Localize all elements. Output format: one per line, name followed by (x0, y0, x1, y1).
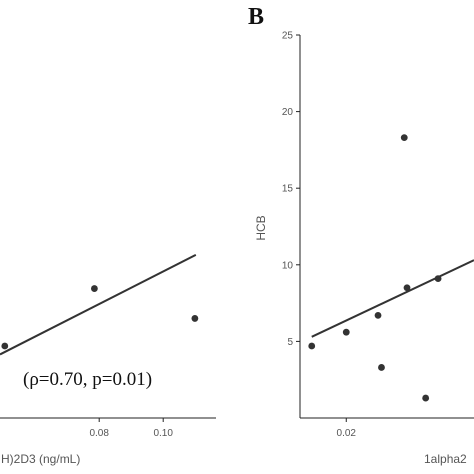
panel-b-x-tick-label: 0.02 (337, 428, 357, 439)
panel-a-x-axis-label: H)2D3 (ng/mL) (1, 452, 80, 466)
panel-a-data-point (91, 285, 98, 292)
panel-b-y-tick-label: 25 (282, 31, 294, 42)
panel-a-trend-line (0, 253, 197, 356)
panel-a-x-tick-label: 0.10 (153, 428, 173, 439)
panel-a-data-point (1, 342, 9, 350)
panel-b-y-axis-label: HCB (254, 215, 268, 240)
panel-b-y-tick-label: 20 (282, 107, 294, 118)
panel-b-trend-line (311, 259, 474, 338)
panel-b-data-point (434, 275, 442, 282)
panel-b-data-point (400, 134, 408, 142)
panel-b-letter: B (248, 4, 264, 30)
panel-a-data-point (191, 315, 199, 322)
panel-b-data-point (342, 328, 350, 336)
panel-b-y-tick-label: 5 (287, 337, 293, 348)
correlation-annotation: (ρ=0.70, p=0.01) (23, 369, 152, 390)
panel-b: B 0.02 5 10 15 20 25 HCB 1alpha2 (248, 4, 474, 466)
panel-b-data-point (422, 394, 430, 402)
panel-b-y-tick-label: 10 (282, 260, 294, 271)
panel-b-y-tick-label: 15 (282, 184, 294, 195)
panel-b-data-point (378, 364, 385, 371)
panel-a-x-tick-label: 0.08 (89, 428, 109, 439)
panel-a: 0.08 0.10 H)2D3 (ng/mL) (ρ=0.70, p=0.01) (0, 253, 216, 466)
panel-b-x-axis-label: 1alpha2 (424, 452, 467, 466)
panel-b-data-point (308, 342, 316, 350)
panel-b-data-point (374, 311, 382, 319)
panel-b-data-point (403, 284, 411, 292)
